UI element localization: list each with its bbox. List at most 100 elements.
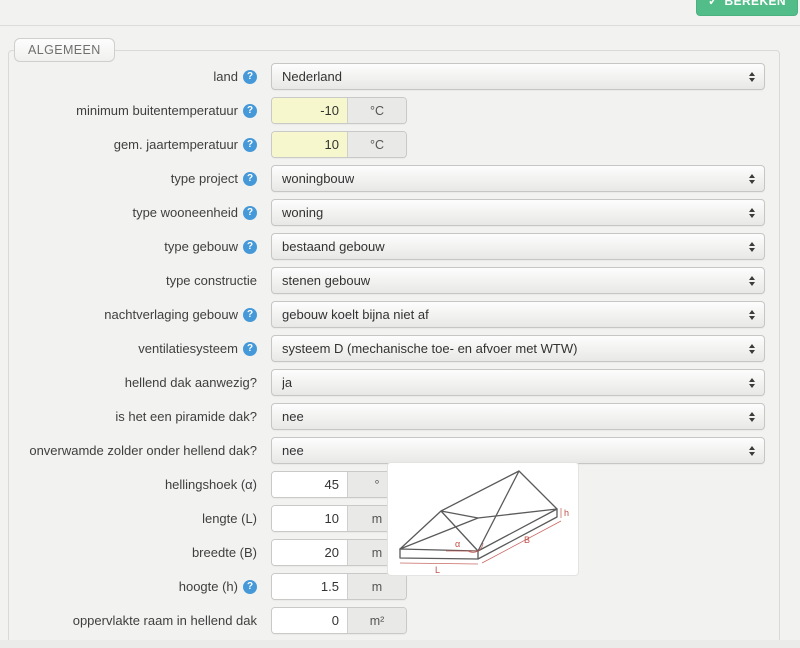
fieldset-legend: ALGEMEEN	[14, 38, 115, 62]
select-value: ja	[282, 375, 293, 390]
input-gem-jaartemperatuur[interactable]	[272, 132, 347, 157]
form-row: ventilatiesysteem ? systeem D (mechanisc…	[9, 335, 779, 362]
diagram-label-L: L	[435, 565, 440, 575]
diagram-label-B: B	[524, 535, 530, 545]
field-control-cell: ja	[271, 369, 765, 396]
roof-ridge-and-hips	[399, 470, 558, 552]
unit-addon: m	[347, 574, 406, 599]
field-label-cell: breedte (B)	[9, 545, 257, 560]
select-arrows-icon	[749, 275, 755, 286]
field-label-cell: is het een piramide dak?	[9, 409, 257, 424]
field-label-cell: oppervlakte raam in hellend dak	[9, 613, 257, 628]
unit-addon: °C	[347, 98, 406, 123]
field-label-ventilatiesysteem: ventilatiesysteem	[138, 341, 238, 356]
unit-addon: m²	[347, 608, 406, 633]
help-icon-type-gebouw[interactable]: ?	[243, 239, 257, 254]
form-row: type project ? woningbouw	[9, 165, 779, 192]
select-value: gebouw koelt bijna niet af	[282, 307, 429, 322]
help-icon-minimum-buitentemperatuur[interactable]: ?	[243, 103, 257, 118]
field-control-cell: gebouw koelt bijna niet af	[271, 301, 765, 328]
field-label-is-het-een-piramide-dak: is het een piramide dak?	[115, 409, 257, 424]
field-label-oppervlakte-raam-in-hellend-dak: oppervlakte raam in hellend dak	[72, 613, 257, 628]
field-label-minimum-buitentemperatuur: minimum buitentemperatuur	[76, 103, 238, 118]
field-control-cell: systeem D (mechanische toe- en afvoer me…	[271, 335, 765, 362]
form-row: nachtverlaging gebouw ? gebouw koelt bij…	[9, 301, 779, 328]
input-lengte-l[interactable]	[272, 506, 347, 531]
select-value: woningbouw	[282, 171, 355, 186]
select-ventilatiesysteem[interactable]: systeem D (mechanische toe- en afvoer me…	[271, 335, 765, 362]
select-is-het-een-piramide-dak[interactable]: nee	[271, 403, 765, 430]
field-label-onverwamde-zolder-onder-hellend-dak: onverwamde zolder onder hellend dak?	[29, 443, 257, 458]
select-arrows-icon	[749, 343, 755, 354]
field-label-hoogte-h: hoogte (h)	[178, 579, 238, 594]
input-oppervlakte-raam-in-hellend-dak[interactable]	[272, 608, 347, 633]
field-input-group: °C	[271, 131, 407, 158]
select-arrows-icon	[749, 173, 755, 184]
roof-slab	[399, 508, 558, 560]
help-icon-nachtverlaging-gebouw[interactable]: ?	[243, 307, 257, 322]
form-row: onverwamde zolder onder hellend dak? nee	[9, 437, 779, 464]
form-row: gem. jaartemperatuur ? °C	[9, 131, 779, 158]
roof-diagram-card: α L B h	[387, 462, 579, 576]
select-type-project[interactable]: woningbouw	[271, 165, 765, 192]
bereken-button[interactable]: ✓ BEREKEN	[696, 0, 798, 16]
select-onverwamde-zolder-onder-hellend-dak[interactable]: nee	[271, 437, 765, 464]
bottom-panel-edge	[0, 640, 800, 648]
field-label-breedte-b: breedte (B)	[191, 545, 257, 560]
field-label-type-gebouw: type gebouw	[164, 239, 238, 254]
field-input-group: °C	[271, 97, 407, 124]
field-label-cell: onverwamde zolder onder hellend dak?	[9, 443, 257, 458]
field-label-cell: type project ?	[9, 171, 257, 186]
field-label-cell: type wooneenheid ?	[9, 205, 257, 220]
field-input-group: m	[271, 539, 407, 566]
field-label-cell: minimum buitentemperatuur ?	[9, 103, 257, 118]
help-icon-gem-jaartemperatuur[interactable]: ?	[243, 137, 257, 152]
help-icon-hoogte-h[interactable]: ?	[243, 579, 257, 594]
form-row: is het een piramide dak? nee	[9, 403, 779, 430]
help-icon-land[interactable]: ?	[243, 69, 257, 84]
field-label-cell: land ?	[9, 69, 257, 84]
input-minimum-buitentemperatuur[interactable]	[272, 98, 347, 123]
roof-diagram: α L B h	[399, 470, 569, 575]
field-label-hellend-dak-aanwezig: hellend dak aanwezig?	[124, 375, 257, 390]
field-label-cell: ventilatiesysteem ?	[9, 341, 257, 356]
select-land[interactable]: Nederland	[271, 63, 765, 90]
select-value: stenen gebouw	[282, 273, 371, 288]
field-label-cell: gem. jaartemperatuur ?	[9, 137, 257, 152]
top-divider-bar: ✓ BEREKEN	[0, 0, 800, 26]
select-type-gebouw[interactable]: bestaand gebouw	[271, 233, 765, 260]
dim-line-B	[481, 520, 562, 564]
form-row: type gebouw ? bestaand gebouw	[9, 233, 779, 260]
input-hoogte-h[interactable]	[272, 574, 347, 599]
select-value: woning	[282, 205, 324, 220]
diagram-label-h: h	[564, 508, 569, 518]
field-control-cell: woning	[271, 199, 765, 226]
select-value: Nederland	[282, 69, 342, 84]
field-label-type-wooneenheid: type wooneenheid	[132, 205, 238, 220]
select-type-constructie[interactable]: stenen gebouw	[271, 267, 765, 294]
select-hellend-dak-aanwezig[interactable]: ja	[271, 369, 765, 396]
check-icon: ✓	[708, 0, 719, 8]
field-control-cell: m²	[271, 607, 407, 634]
field-control-cell: m	[271, 539, 407, 566]
select-value: systeem D (mechanische toe- en afvoer me…	[282, 341, 578, 356]
help-icon-type-project[interactable]: ?	[243, 171, 257, 186]
select-arrows-icon	[749, 207, 755, 218]
form-rows: land ? Nederland minimum buitentemperatu…	[9, 63, 779, 634]
field-label-hellingshoek: hellingshoek (α)	[164, 477, 257, 492]
input-hellingshoek[interactable]	[272, 472, 347, 497]
field-control-cell: °C	[271, 131, 407, 158]
help-icon-ventilatiesysteem[interactable]: ?	[243, 341, 257, 356]
field-input-group: m	[271, 573, 407, 600]
help-icon-type-wooneenheid[interactable]: ?	[243, 205, 257, 220]
form-row: hellend dak aanwezig? ja	[9, 369, 779, 396]
form-row: land ? Nederland	[9, 63, 779, 90]
field-label-gem-jaartemperatuur: gem. jaartemperatuur	[113, 137, 238, 152]
select-nachtverlaging-gebouw[interactable]: gebouw koelt bijna niet af	[271, 301, 765, 328]
input-breedte-b[interactable]	[272, 540, 347, 565]
select-value: bestaand gebouw	[282, 239, 385, 254]
select-type-wooneenheid[interactable]: woning	[271, 199, 765, 226]
field-control-cell: nee	[271, 437, 765, 464]
select-value: nee	[282, 443, 304, 458]
select-arrows-icon	[749, 445, 755, 456]
